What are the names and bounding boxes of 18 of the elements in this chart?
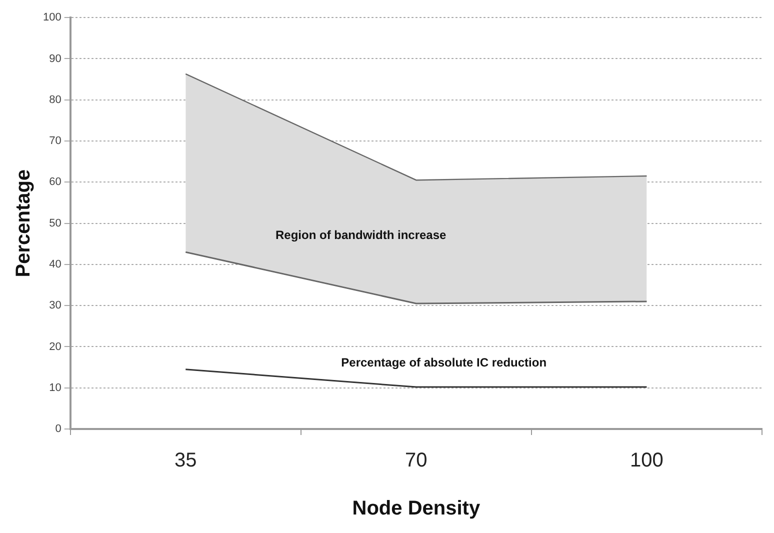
y-tick-label: 0	[55, 423, 62, 436]
y-tick-label: 40	[49, 258, 62, 270]
x-tick-label: 70	[405, 450, 428, 472]
annotation: Percentage of absolute IC reduction	[341, 355, 547, 370]
y-axis-title: Percentage	[12, 169, 35, 278]
y-tick-label: 10	[49, 382, 62, 394]
y-tick-label: 90	[49, 52, 62, 65]
y-tick-label: 70	[49, 135, 62, 148]
y-tick-label: 80	[49, 94, 62, 106]
y-tick-label: 100	[42, 12, 62, 24]
x-tick-label: 100	[630, 450, 664, 472]
y-tick-label: 30	[49, 300, 62, 312]
y-tick-label: 50	[49, 217, 62, 230]
y-tick-label: 20	[49, 340, 62, 353]
x-tick-label: 35	[174, 450, 197, 472]
y-tick-label: 60	[49, 176, 62, 188]
x-axis-title: Node Density	[352, 498, 481, 520]
annotation: Region of bandwidth increase	[276, 228, 447, 242]
